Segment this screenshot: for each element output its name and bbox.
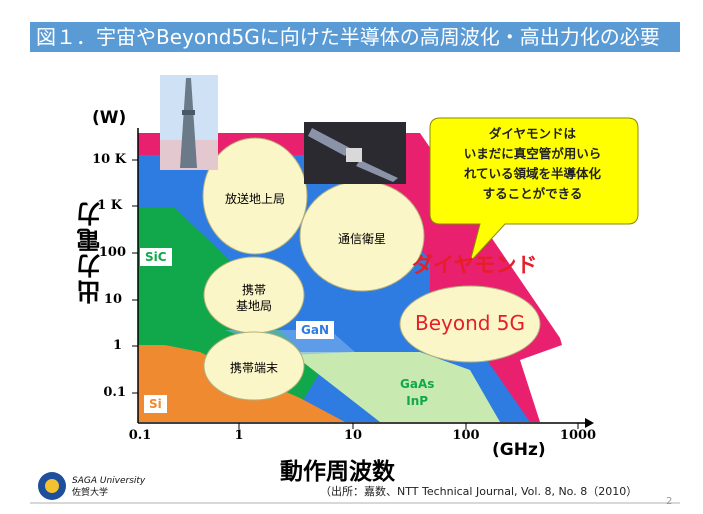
x-axis-label: 動作周波数: [280, 459, 395, 485]
gaas-region: [290, 352, 500, 422]
terminal-ellipse: [203, 331, 305, 401]
x-axis-arrow: [585, 418, 594, 428]
beyond5g-label: Beyond 5G: [414, 311, 526, 335]
si-label: Si: [144, 395, 167, 413]
broadcast-ellipse: [202, 137, 308, 255]
x-tick-100: 100: [452, 428, 480, 443]
x-axis-unit: (GHz): [492, 440, 546, 460]
university-name-ja: 佐賀大学: [72, 488, 109, 498]
diamond-label: ダイヤモンド: [412, 253, 538, 277]
university-name: SAGA University 佐賀大学: [72, 475, 145, 499]
y-tick-10: 10: [103, 292, 122, 307]
y-tick-1k: 1 K: [97, 198, 122, 213]
y-tick-0-1: 0.1: [103, 385, 126, 400]
y-tick-100: 100: [98, 245, 126, 260]
broadcast-label: 放送地上局: [224, 192, 285, 206]
tower-photo: [160, 75, 218, 170]
source-citation: （出所：嘉数、NTT Technical Journal, Vol. 8, No…: [320, 485, 638, 498]
university-name-en: SAGA University: [72, 476, 146, 486]
x-tick-1: 1: [234, 428, 244, 443]
page-number: 2: [666, 496, 673, 507]
x-tick-10: 10: [343, 428, 363, 443]
base-station-label: 携帯 基地局: [235, 283, 272, 313]
beyond5g-ellipse: [399, 285, 541, 363]
x-tick-0-1: 0.1: [128, 428, 152, 443]
callout-text: ダイヤモンドは いまだに真空管が用いら れている領域を半導体化 することができる: [463, 126, 602, 201]
y-tick-1: 1: [112, 338, 122, 353]
y-axis-unit: (W): [92, 108, 127, 128]
gan-label: GaN: [296, 321, 334, 339]
terminal-label: 携帯端末: [229, 361, 278, 375]
satellite-label: 通信衛星: [337, 232, 386, 246]
slide-title: 図１．宇宙やBeyond5Gに向けた半導体の高周波化・高出力化の必要: [30, 22, 680, 52]
y-tick-10k: 10 K: [92, 152, 126, 167]
callout-bubble: [429, 117, 639, 263]
x-tick-1000: 1000: [559, 428, 597, 443]
sic-label: SiC: [140, 248, 172, 266]
satellite-photo: [304, 122, 406, 184]
saga-logo: [38, 472, 66, 500]
gaas-label: GaAs InP: [400, 377, 435, 408]
